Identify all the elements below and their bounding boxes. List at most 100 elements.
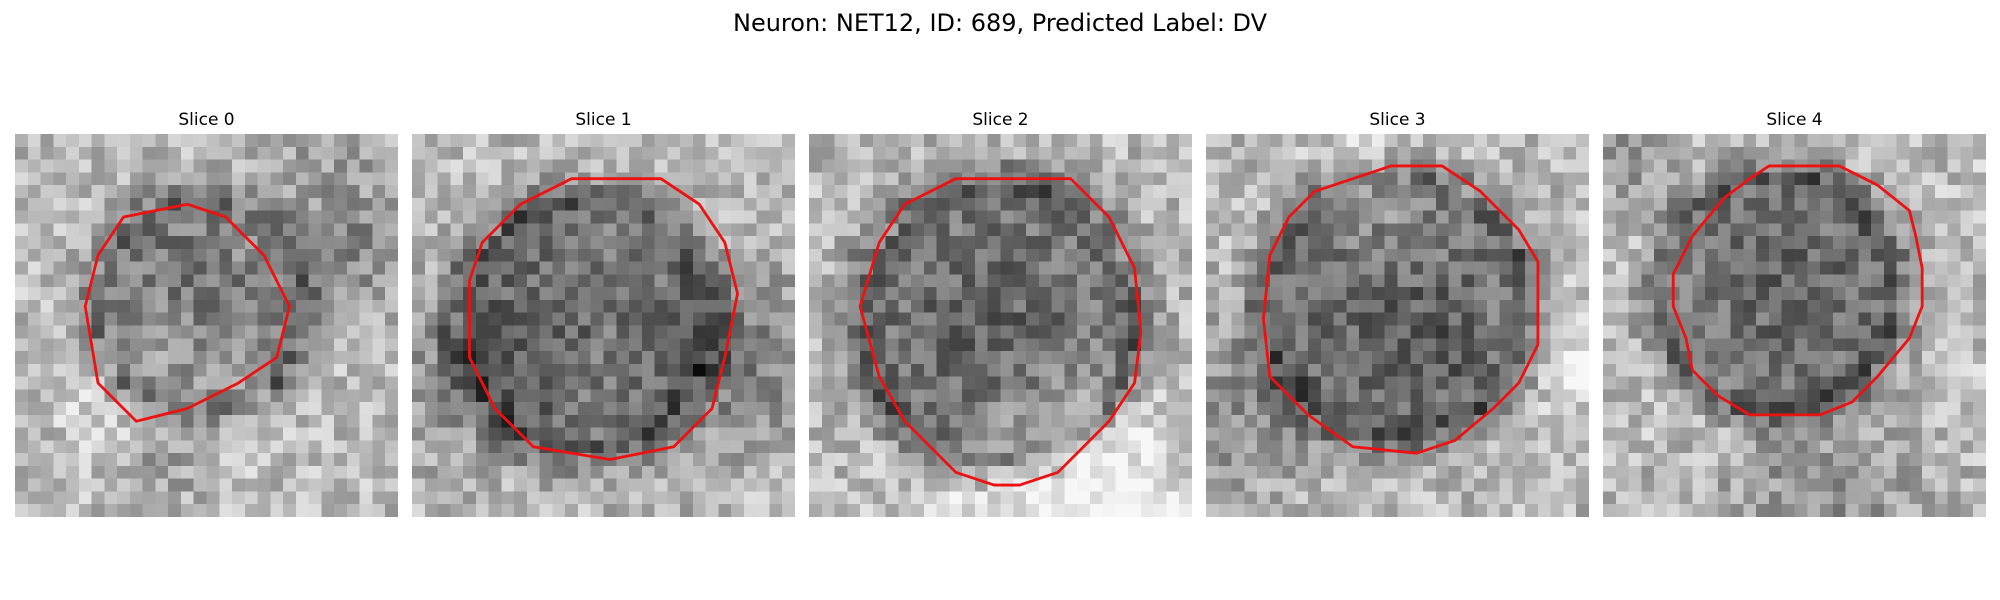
pixel bbox=[206, 504, 220, 517]
pixel bbox=[1000, 287, 1014, 301]
pixel bbox=[692, 478, 706, 492]
pixel bbox=[1499, 274, 1513, 288]
pixel bbox=[1308, 402, 1322, 416]
pixel bbox=[885, 185, 899, 199]
pixel bbox=[1308, 376, 1322, 390]
pixel bbox=[1499, 453, 1513, 467]
pixel bbox=[1768, 414, 1782, 428]
pixel bbox=[629, 338, 643, 352]
pixel bbox=[321, 440, 335, 454]
pixel bbox=[1000, 159, 1014, 173]
pixel bbox=[1654, 351, 1668, 365]
pixel bbox=[1359, 427, 1373, 441]
pixel bbox=[359, 491, 373, 505]
slice-image-3 bbox=[1206, 134, 1589, 517]
pixel bbox=[1423, 453, 1437, 467]
pixel bbox=[1845, 338, 1859, 352]
pixel bbox=[526, 389, 540, 403]
pixel bbox=[142, 197, 156, 211]
pixel bbox=[1026, 325, 1040, 339]
pixel bbox=[1576, 134, 1589, 148]
pixel bbox=[705, 287, 719, 301]
pixel bbox=[1166, 274, 1180, 288]
pixel bbox=[424, 453, 438, 467]
pixel bbox=[1013, 287, 1027, 301]
pixel bbox=[450, 363, 464, 377]
pixel bbox=[552, 402, 566, 416]
pixel bbox=[91, 325, 105, 339]
pixel bbox=[437, 414, 451, 428]
pixel bbox=[1295, 325, 1309, 339]
pixel bbox=[911, 491, 925, 505]
pixel bbox=[1308, 287, 1322, 301]
pixel bbox=[1140, 440, 1154, 454]
pixel bbox=[577, 210, 591, 224]
pixel bbox=[1244, 440, 1258, 454]
pixel bbox=[1603, 146, 1617, 160]
pixel bbox=[962, 299, 976, 313]
pixel bbox=[898, 389, 912, 403]
pixel bbox=[680, 325, 694, 339]
pixel bbox=[1525, 185, 1539, 199]
pixel bbox=[1832, 185, 1846, 199]
pixel bbox=[1692, 274, 1706, 288]
pixel bbox=[1000, 134, 1014, 148]
pixel bbox=[66, 134, 80, 148]
pixel bbox=[412, 261, 426, 275]
pixel bbox=[117, 197, 131, 211]
pixel bbox=[295, 465, 309, 479]
pixel bbox=[1115, 504, 1129, 517]
pixel bbox=[1231, 248, 1245, 262]
pixel bbox=[1883, 261, 1897, 275]
pixel bbox=[1295, 185, 1309, 199]
pixel bbox=[987, 261, 1001, 275]
pixel bbox=[809, 223, 823, 237]
pixel bbox=[501, 159, 515, 173]
pixel bbox=[104, 504, 118, 517]
pixel bbox=[1410, 363, 1424, 377]
pixel bbox=[577, 236, 591, 250]
pixel bbox=[1654, 504, 1668, 517]
pixel bbox=[1641, 146, 1655, 160]
pixel bbox=[78, 274, 92, 288]
pixel bbox=[705, 478, 719, 492]
pixel bbox=[308, 325, 322, 339]
pixel bbox=[1794, 134, 1808, 148]
pixel bbox=[782, 440, 795, 454]
pixel bbox=[603, 491, 617, 505]
pixel bbox=[923, 389, 937, 403]
pixel bbox=[168, 376, 182, 390]
pixel bbox=[1269, 414, 1283, 428]
pixel bbox=[1000, 389, 1014, 403]
pixel bbox=[847, 185, 861, 199]
pixel bbox=[1026, 427, 1040, 441]
pixel bbox=[769, 389, 783, 403]
pixel bbox=[1218, 287, 1232, 301]
pixel bbox=[424, 261, 438, 275]
pixel bbox=[603, 504, 617, 517]
pixel bbox=[488, 197, 502, 211]
pixel bbox=[1550, 351, 1564, 365]
pixel bbox=[66, 236, 80, 250]
pixel bbox=[1909, 287, 1923, 301]
pixel bbox=[501, 351, 515, 365]
pixel bbox=[1525, 440, 1539, 454]
pixel bbox=[1603, 363, 1617, 377]
pixel bbox=[1102, 287, 1116, 301]
slice-image-svg-0 bbox=[15, 134, 398, 517]
pixel bbox=[885, 248, 899, 262]
pixel bbox=[475, 325, 489, 339]
pixel bbox=[526, 478, 540, 492]
pixel bbox=[847, 159, 861, 173]
pixel bbox=[1282, 453, 1296, 467]
pixel bbox=[1730, 159, 1744, 173]
pixel bbox=[718, 274, 732, 288]
pixel bbox=[1077, 504, 1091, 517]
pixel bbox=[1934, 134, 1948, 148]
pixel bbox=[1871, 465, 1885, 479]
pixel bbox=[1128, 185, 1142, 199]
pixel bbox=[1717, 159, 1731, 173]
pixel bbox=[1000, 299, 1014, 313]
pixel bbox=[412, 197, 426, 211]
pixel bbox=[219, 325, 233, 339]
